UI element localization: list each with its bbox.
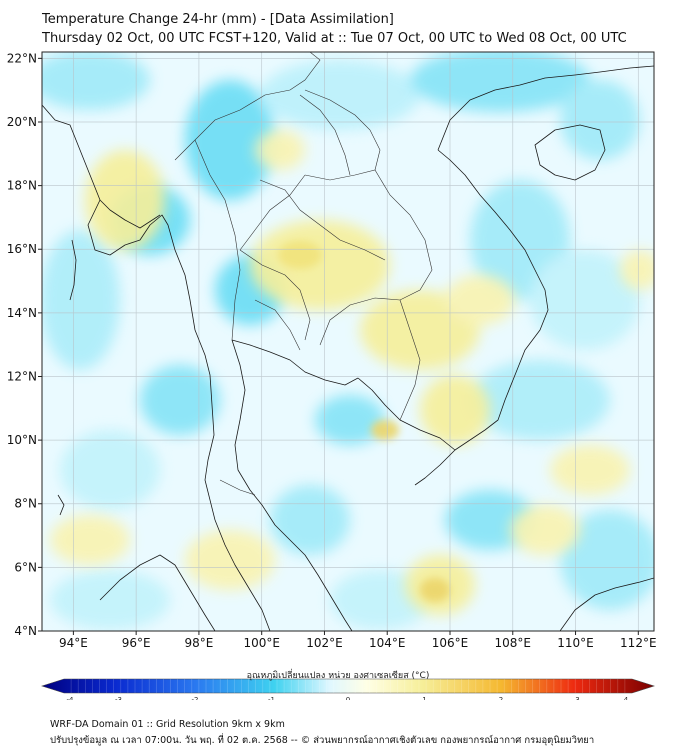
latitude-label: 20°N bbox=[7, 115, 37, 129]
latitude-label: 10°N bbox=[7, 433, 37, 447]
chart-title: Temperature Change 24-hr (mm) - [Data As… bbox=[42, 12, 394, 27]
longitude-label: 112°E bbox=[620, 636, 657, 650]
latitude-label: 6°N bbox=[14, 560, 37, 574]
footer-model-info: WRF-DA Domain 01 :: Grid Resolution 9km … bbox=[50, 719, 285, 730]
longitude-label: 102°E bbox=[306, 636, 343, 650]
colorbar-tick-label: -4 bbox=[67, 696, 75, 700]
colorbar-tick-label: 3 bbox=[575, 696, 579, 700]
colorbar-tick-label: 0 bbox=[346, 696, 350, 700]
latitude-label: 4°N bbox=[14, 624, 37, 638]
colorbar-tick-label: -3 bbox=[115, 696, 122, 700]
chart-subtitle: Thursday 02 Oct, 00 UTC FCST+120, Valid … bbox=[42, 31, 627, 46]
latitude-label: 22°N bbox=[7, 51, 37, 65]
longitude-label: 98°E bbox=[184, 636, 213, 650]
map-frame bbox=[41, 51, 655, 632]
temperature-change-map: 22°N 20°N 18°N 16°N 14°N 12°N 10°N 8°N 6°N 4°N 94… bbox=[7, 51, 657, 700]
longitude-label: 100°E bbox=[243, 636, 280, 650]
longitude-label: 106°E bbox=[432, 636, 469, 650]
admin-borders bbox=[174, 52, 433, 496]
longitude-label: 94°E bbox=[59, 636, 88, 650]
longitude-label: 110°E bbox=[557, 636, 594, 650]
latitude-label: 16°N bbox=[7, 242, 37, 256]
longitude-label: 104°E bbox=[369, 636, 406, 650]
colorbar-tick-label: -2 bbox=[192, 696, 199, 700]
latitude-axis: 22°N 20°N 18°N 16°N 14°N 12°N 10°N 8°N 6°N 4°N bbox=[7, 51, 42, 638]
coastlines-borders bbox=[42, 65, 654, 631]
colorbar-title: อุณหภูมิเปลี่ยนแปลง หน่วย องศาเซลเซียส (… bbox=[246, 671, 430, 681]
colorbar-tick-label: 4 bbox=[624, 696, 629, 700]
colorbar-tick-label: 1 bbox=[422, 696, 426, 700]
longitude-label: 96°E bbox=[122, 636, 151, 650]
colorbar: -4 -3 -2 -1 0 1 2 3 4 bbox=[41, 678, 655, 700]
latitude-label: 12°N bbox=[7, 369, 37, 383]
longitude-label: 108°E bbox=[495, 636, 532, 650]
latitude-label: 18°N bbox=[7, 179, 37, 193]
latitude-label: 14°N bbox=[7, 306, 37, 320]
longitude-axis: 94°E 96°E 98°E 100°E 102°E 104°E 106°E 108°E 110… bbox=[59, 631, 657, 650]
temperature-field bbox=[42, 52, 654, 631]
footer-credits: ปรับปรุงข้อมูล ณ เวลา 07:00น. วัน พฤ. ที… bbox=[50, 735, 595, 746]
latitude-label: 8°N bbox=[14, 497, 37, 511]
colorbar-tick-label: 2 bbox=[499, 696, 503, 700]
colorbar-tick-label: -1 bbox=[268, 696, 275, 700]
